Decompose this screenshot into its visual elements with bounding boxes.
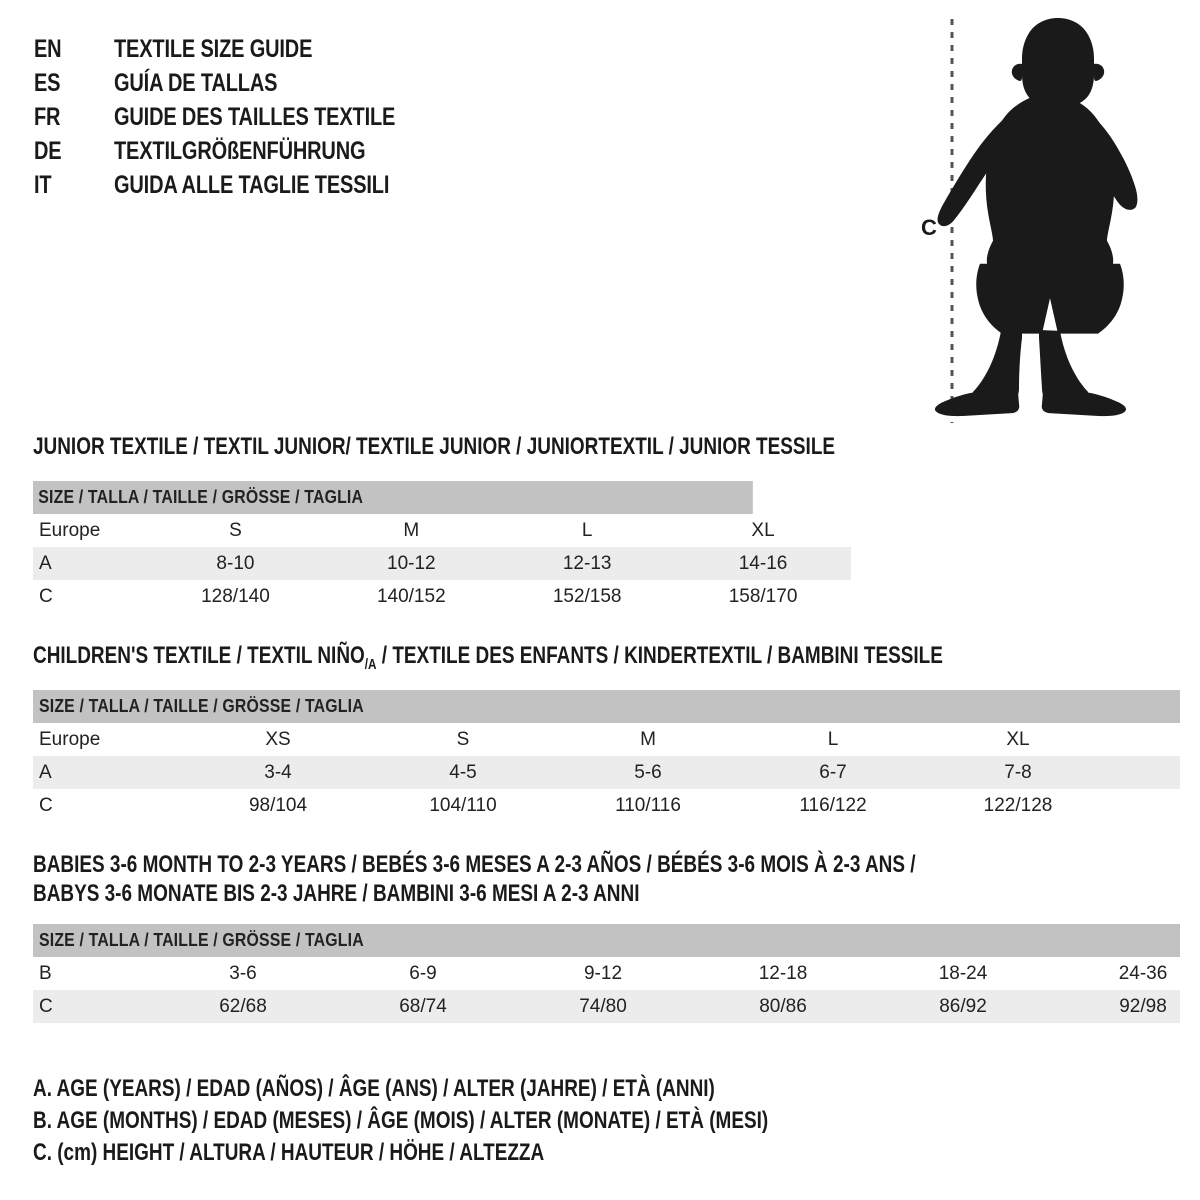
svg-text:C: C [921, 215, 937, 240]
